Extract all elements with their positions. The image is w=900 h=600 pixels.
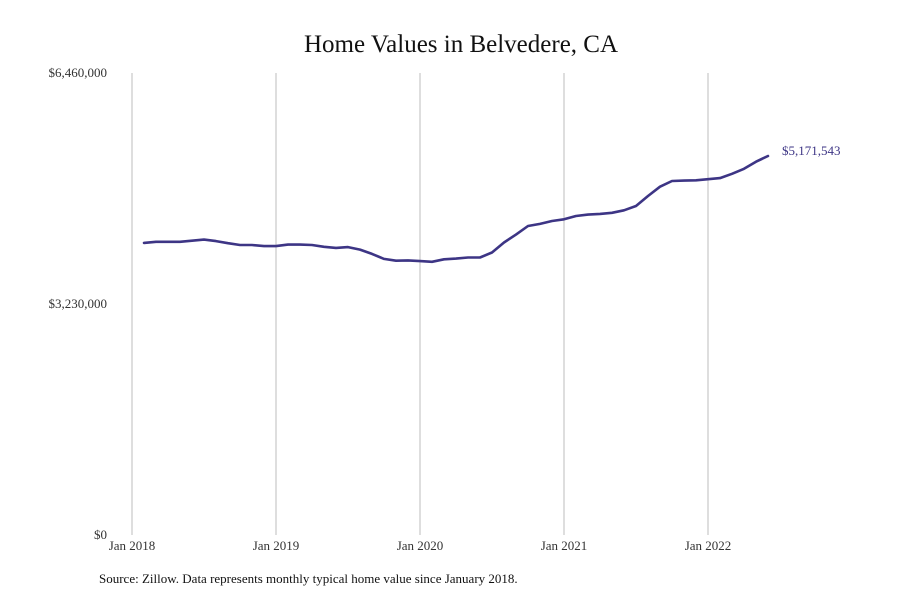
x-tick-label: Jan 2021	[541, 538, 588, 553]
end-value-label: $5,171,543	[782, 143, 841, 158]
source-note: Source: Zillow. Data represents monthly …	[99, 571, 518, 586]
x-tick-label: Jan 2020	[397, 538, 444, 553]
grid-lines	[131, 73, 709, 535]
y-axis: $0 $3,230,000 $6,460,000	[49, 65, 108, 542]
x-tick-label: Jan 2019	[253, 538, 300, 553]
chart-title: Home Values in Belvedere, CA	[304, 31, 618, 58]
x-tick-label: Jan 2018	[109, 538, 156, 553]
series-line	[142, 154, 770, 264]
x-tick-label: Jan 2022	[685, 538, 732, 553]
x-axis: Jan 2018 Jan 2019 Jan 2020 Jan 2021 Jan 2022	[109, 538, 732, 553]
y-tick-label: $6,460,000	[49, 65, 108, 80]
y-tick-label: $0	[94, 527, 107, 542]
y-tick-label: $3,230,000	[49, 296, 108, 311]
